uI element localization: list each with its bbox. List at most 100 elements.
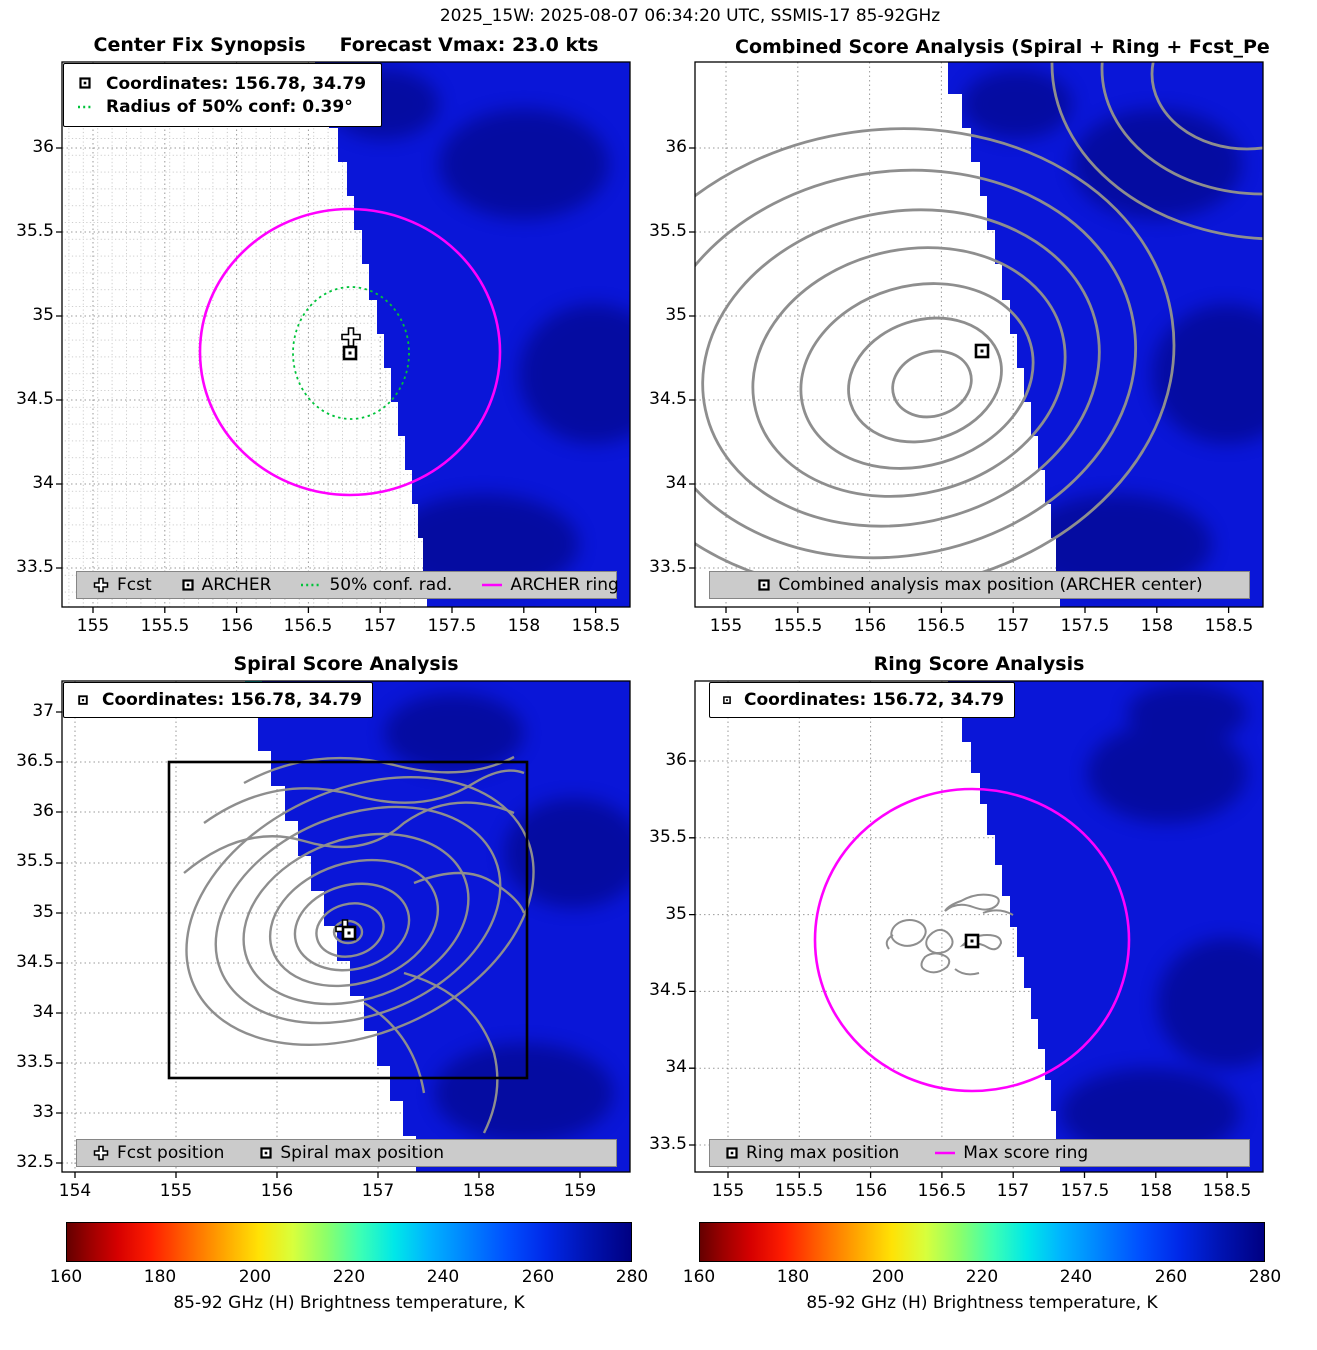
ytick-label: 36.5: [16, 751, 54, 771]
colorbar-tick: 280: [615, 1267, 649, 1287]
axis-ticks: [56, 147, 597, 613]
center-fix-legend: Coordinates: 156.78, 34.79 Radius of 50%…: [63, 63, 382, 127]
ytick-label: 35.5: [649, 221, 687, 241]
combined-max-marker: [974, 343, 990, 359]
spiral-max-marker-icon: [260, 1146, 272, 1159]
axes-frame: [694, 61, 1264, 608]
bar-item-ring-max: Ring max position: [724, 1143, 899, 1163]
archer-marker-icon: [758, 578, 770, 591]
colorbar-right: [699, 1222, 1265, 1262]
ytick-label: 35: [32, 305, 54, 325]
max-score-ring-circle: [813, 787, 1131, 1093]
ytick-label: 33: [32, 1102, 54, 1122]
ring-max-marker-icon: [723, 695, 731, 704]
legend-row-radius: Radius of 50% conf: 0.39°: [72, 97, 371, 117]
xtick-label: 156: [854, 1181, 888, 1201]
bar-item-spiral-max: Spiral max position: [258, 1143, 444, 1163]
ytick-label: 35.5: [649, 827, 687, 847]
xtick-label: 156: [220, 616, 254, 636]
xtick-label: 157.5: [1060, 616, 1110, 636]
cold-cloud-patches: [1060, 683, 1263, 1158]
bar-item-fcst-label: Fcst: [117, 575, 152, 595]
legend-coordinates-text: Coordinates: 156.78, 34.79: [101, 690, 362, 710]
xtick-label: 156.5: [283, 616, 333, 636]
search-box: [167, 760, 529, 1080]
max-score-ring-icon: [935, 1151, 956, 1155]
no-data-region: [695, 681, 1060, 1172]
bar-item-max-score-ring: Max score ring: [933, 1143, 1088, 1163]
ytick-label: 36: [32, 801, 54, 821]
ring-max-marker-icon: [726, 1146, 738, 1159]
colorbar-tick: 260: [521, 1267, 555, 1287]
ytick-label: 36: [32, 137, 54, 157]
ytick-label: 34: [665, 473, 687, 493]
ring-legend: Coordinates: 156.72, 34.79: [709, 682, 1015, 718]
ytick-label: 34.5: [16, 952, 54, 972]
xtick-label: 158.5: [1204, 616, 1254, 636]
center-fix-title: Center Fix Synopsis Forecast Vmax: 23.0 …: [62, 34, 630, 56]
xtick-label: 155: [711, 1181, 745, 1201]
ring-plot: [689, 680, 1264, 1178]
colorbar-tick: 280: [1248, 1267, 1282, 1287]
center-fix-plot: [56, 61, 631, 613]
bar-item-max-score-ring-label: Max score ring: [963, 1143, 1089, 1163]
xtick-label: 158: [462, 1181, 496, 1201]
ytick-label: 35.5: [16, 851, 54, 871]
grid-lines: [695, 681, 1060, 1172]
ring-max-marker: [964, 933, 980, 949]
spiral-plot: [56, 680, 631, 1178]
bar-item-combined-max: Combined analysis max position (ARCHER c…: [756, 575, 1203, 595]
xtick-label: 155.5: [140, 616, 190, 636]
cold-cloud-patches: [384, 693, 630, 1143]
archer-ring-icon: [482, 583, 503, 587]
spiral-max-marker-icon: [78, 694, 88, 705]
combined-title: Combined Score Analysis (Spiral + Ring +…: [735, 36, 1270, 58]
xtick-label: 156.5: [916, 616, 966, 636]
xtick-label: 157: [996, 1181, 1030, 1201]
combined-plot: [689, 61, 1264, 613]
ytick-label: 33.5: [649, 557, 687, 577]
ytick-label: 36: [665, 137, 687, 157]
colorbar-tick: 260: [1154, 1267, 1188, 1287]
xtick-label: 156: [853, 616, 887, 636]
fcst-marker-icon: [93, 577, 109, 592]
ytick-label: 34: [665, 1057, 687, 1077]
colorbar-tick: 180: [776, 1267, 810, 1287]
bar-item-ring-max-label: Ring max position: [746, 1143, 900, 1163]
bar-item-ring: ARCHER ring: [480, 575, 619, 595]
colorbar-left: [66, 1222, 632, 1262]
colorbar-tick: 240: [426, 1267, 460, 1287]
legend-row-coordinates: Coordinates: 156.78, 34.79: [72, 690, 362, 710]
figure-suptitle: 2025_15W: 2025-08-07 06:34:20 UTC, SSMIS…: [439, 6, 941, 26]
colorbar-tick: 220: [965, 1267, 999, 1287]
forecast-vmax-label: Forecast Vmax: 23.0 kts: [339, 34, 599, 56]
ytick-label: 35: [665, 305, 687, 325]
ytick-label: 36: [665, 750, 687, 770]
center-fix-title-text: Center Fix Synopsis: [93, 34, 306, 56]
bar-item-fcst-position-label: Fcst position: [117, 1143, 225, 1163]
bar-item-combined-max-label: Combined analysis max position (ARCHER c…: [778, 575, 1203, 595]
bar-item-fcst: Fcst: [91, 575, 152, 595]
grid-lines: [695, 62, 1060, 607]
ytick-label: 34.5: [649, 980, 687, 1000]
ytick-label: 35: [665, 904, 687, 924]
colorbar-tick: 240: [1059, 1267, 1093, 1287]
fine-grid: [62, 62, 427, 607]
axes-frame: [61, 61, 631, 608]
center-fix-bar-legend: Fcst ARCHER 50% conf. rad. ARCHER ring: [76, 571, 619, 599]
xtick-label: 155: [709, 616, 743, 636]
bar-item-fcst-position: Fcst position: [91, 1143, 224, 1163]
xtick-label: 157.5: [1060, 1181, 1110, 1201]
axes-frame: [694, 680, 1264, 1173]
xtick-label: 155.5: [773, 616, 823, 636]
xtick-label: 158: [1139, 1181, 1173, 1201]
xtick-label: 158.5: [571, 616, 621, 636]
ytick-label: 34.5: [16, 389, 54, 409]
xtick-label: 155: [76, 616, 110, 636]
spiral-title: Spiral Score Analysis: [233, 653, 459, 675]
archer-marker: [342, 345, 358, 361]
axes-frame: [61, 680, 631, 1173]
xtick-label: 158: [1140, 616, 1174, 636]
bar-item-archer: ARCHER: [180, 575, 271, 595]
